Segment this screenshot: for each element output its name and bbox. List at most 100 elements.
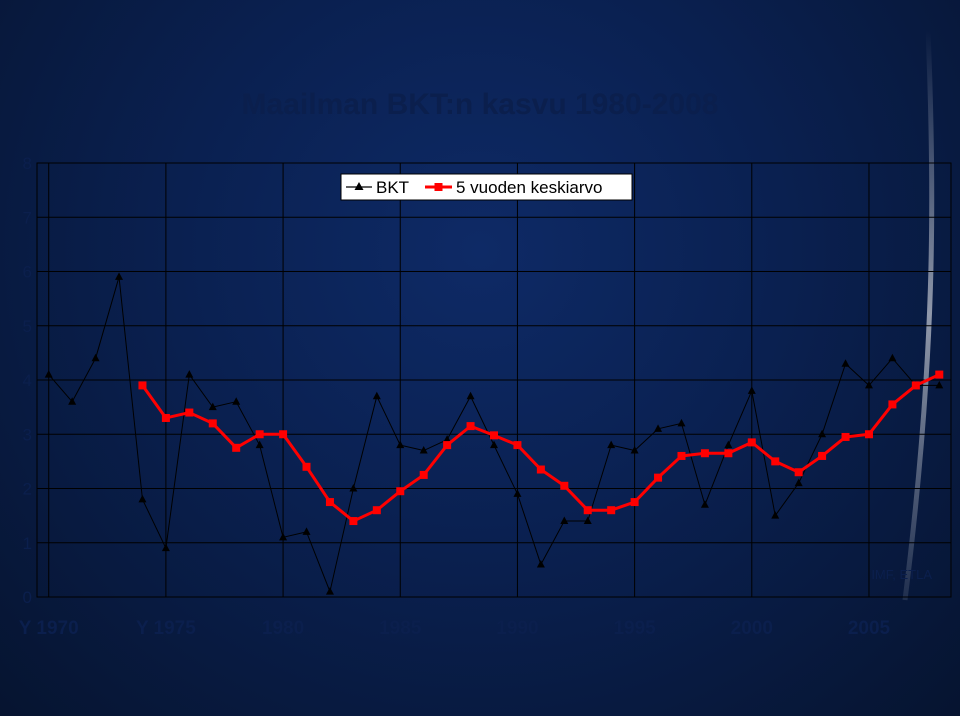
x-axis-ticks: Y 1970 Y 1975 1980 1985 1990 1995 2000 2005 (19, 618, 891, 639)
legend-avg-marker (434, 183, 443, 191)
grid-lines (37, 162, 951, 598)
x-tick-label: 2005 (848, 618, 891, 639)
bkt-point (185, 370, 194, 378)
avg-point (700, 449, 709, 458)
legend-avg-label: 5 vuoden keskiarvo (456, 178, 602, 197)
y-tick-label: 3 (23, 425, 32, 444)
avg-point (208, 419, 217, 428)
y-tick-label: 5 (23, 317, 32, 336)
bkt-point (44, 370, 53, 378)
bkt-point (255, 440, 264, 449)
avg-point (630, 498, 639, 507)
avg-point (138, 381, 147, 390)
bkt-point (208, 402, 217, 411)
bkt-point (513, 489, 522, 497)
bkt-point (700, 500, 709, 508)
avg-point (841, 432, 850, 441)
avg-point (255, 430, 264, 439)
bkt-point (91, 353, 100, 362)
bkt-point (583, 516, 592, 525)
avg-point (279, 430, 288, 439)
bkt-point (349, 484, 358, 492)
bkt-point (747, 386, 756, 394)
x-tick-label: Y 1970 (19, 618, 79, 639)
bkt-point (560, 516, 569, 525)
avg-point (396, 487, 405, 496)
x-tick-label: 2000 (731, 618, 773, 639)
bkt-point (935, 380, 944, 389)
x-tick-label: 1990 (496, 618, 538, 639)
bkt-point (138, 494, 147, 503)
avg-point (185, 408, 194, 417)
bkt-point (888, 353, 897, 362)
bkt-point (419, 446, 428, 454)
bkt-point (654, 424, 663, 432)
bkt-point (161, 543, 170, 552)
avg-point (466, 422, 475, 431)
avg-point (911, 381, 920, 390)
avg-point (349, 517, 358, 526)
y-axis-ticks: 0 1 2 3 4 5 6 7 8 (23, 154, 32, 607)
legend: BKT 5 vuoden keskiarvo (340, 173, 633, 201)
avg-point (443, 441, 452, 450)
avg-point (583, 506, 592, 515)
y-tick-label: 0 (23, 588, 32, 607)
bkt-point (325, 587, 334, 595)
avg-point (490, 431, 498, 440)
bkt-point (466, 391, 475, 400)
avg-point (864, 430, 873, 439)
legend-bkt-marker (354, 182, 364, 190)
avg-point (771, 457, 780, 466)
bkt-point (771, 511, 780, 519)
legend-bkt-label: BKT (376, 178, 409, 197)
decorative-light-streak (902, 29, 935, 601)
chart-title: Maailman BKT:n kasvu 1980-2008 (242, 88, 719, 121)
bkt-point (536, 559, 545, 568)
bkt-point (794, 478, 803, 487)
bkt-point (864, 380, 873, 389)
bkt-point (490, 440, 498, 449)
bkt-point (630, 446, 639, 454)
avg-point (302, 462, 311, 471)
avg-point (536, 465, 545, 474)
avg-point (607, 506, 616, 515)
avg-point (560, 481, 569, 490)
bkt-point (841, 359, 850, 367)
avg-point (161, 413, 170, 422)
bkt-point (443, 435, 452, 443)
y-tick-label: 2 (23, 480, 32, 499)
bkt-point (724, 440, 733, 449)
avg-point (513, 441, 522, 450)
y-tick-label: 7 (23, 208, 32, 227)
bkt-point (68, 397, 77, 405)
avg-point (325, 498, 334, 507)
x-tick-label: 1985 (379, 618, 422, 639)
avg-point (232, 443, 241, 452)
y-tick-label: 6 (23, 263, 32, 282)
avg-point (372, 506, 381, 515)
avg-point (935, 370, 944, 379)
bkt-point (372, 391, 381, 400)
y-tick-label: 4 (23, 371, 32, 390)
avg-point (724, 449, 733, 458)
source-note: IMF, ETLA (871, 567, 932, 582)
legend-box (340, 173, 633, 201)
avg-point (677, 451, 686, 460)
bkt-point (607, 440, 616, 449)
avg-point (747, 438, 756, 447)
bkt-point (818, 429, 827, 438)
bkt-point (232, 397, 241, 405)
bkt-point (302, 527, 311, 535)
series-group (44, 272, 944, 595)
x-tick-label: Y 1975 (136, 618, 196, 639)
avg-point (818, 451, 827, 460)
bkt-point (279, 532, 288, 541)
avg-point (888, 400, 897, 409)
x-tick-label: 1980 (262, 618, 304, 639)
y-tick-label: 1 (23, 534, 32, 553)
avg-point (654, 473, 663, 482)
avg-point (794, 468, 803, 477)
avg-point (419, 470, 428, 479)
